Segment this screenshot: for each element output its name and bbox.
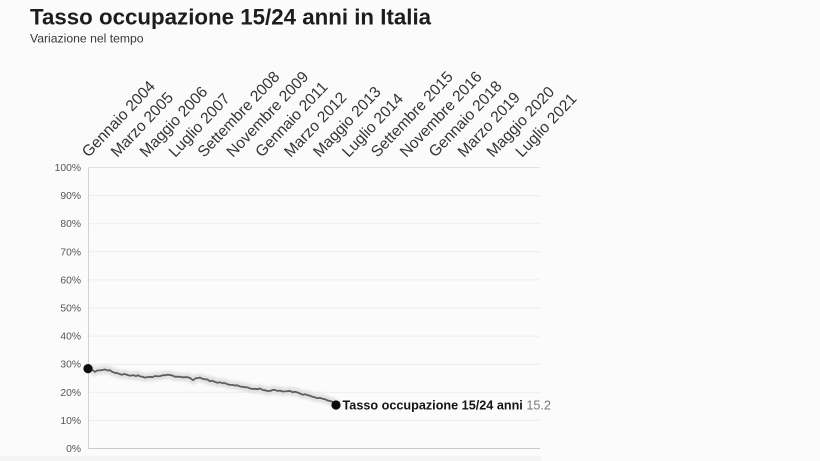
svg-text:Tasso occupazione 15/24 anni i: Tasso occupazione 15/24 anni in Italia (30, 5, 432, 30)
svg-text:60%: 60% (60, 275, 81, 286)
svg-text:30%: 30% (60, 360, 81, 371)
svg-text:10%: 10% (60, 416, 81, 427)
svg-text:40%: 40% (60, 332, 81, 343)
svg-text:Tasso occupazione 15/24 anni 1: Tasso occupazione 15/24 anni 15.2 (343, 399, 551, 413)
svg-text:70%: 70% (60, 247, 81, 258)
svg-text:50%: 50% (60, 304, 81, 315)
svg-text:90%: 90% (60, 191, 81, 202)
svg-text:0%: 0% (66, 444, 81, 455)
svg-text:20%: 20% (60, 388, 81, 399)
svg-text:100%: 100% (55, 163, 81, 174)
svg-text:80%: 80% (60, 219, 81, 230)
svg-text:Variazione nel tempo: Variazione nel tempo (30, 32, 144, 46)
